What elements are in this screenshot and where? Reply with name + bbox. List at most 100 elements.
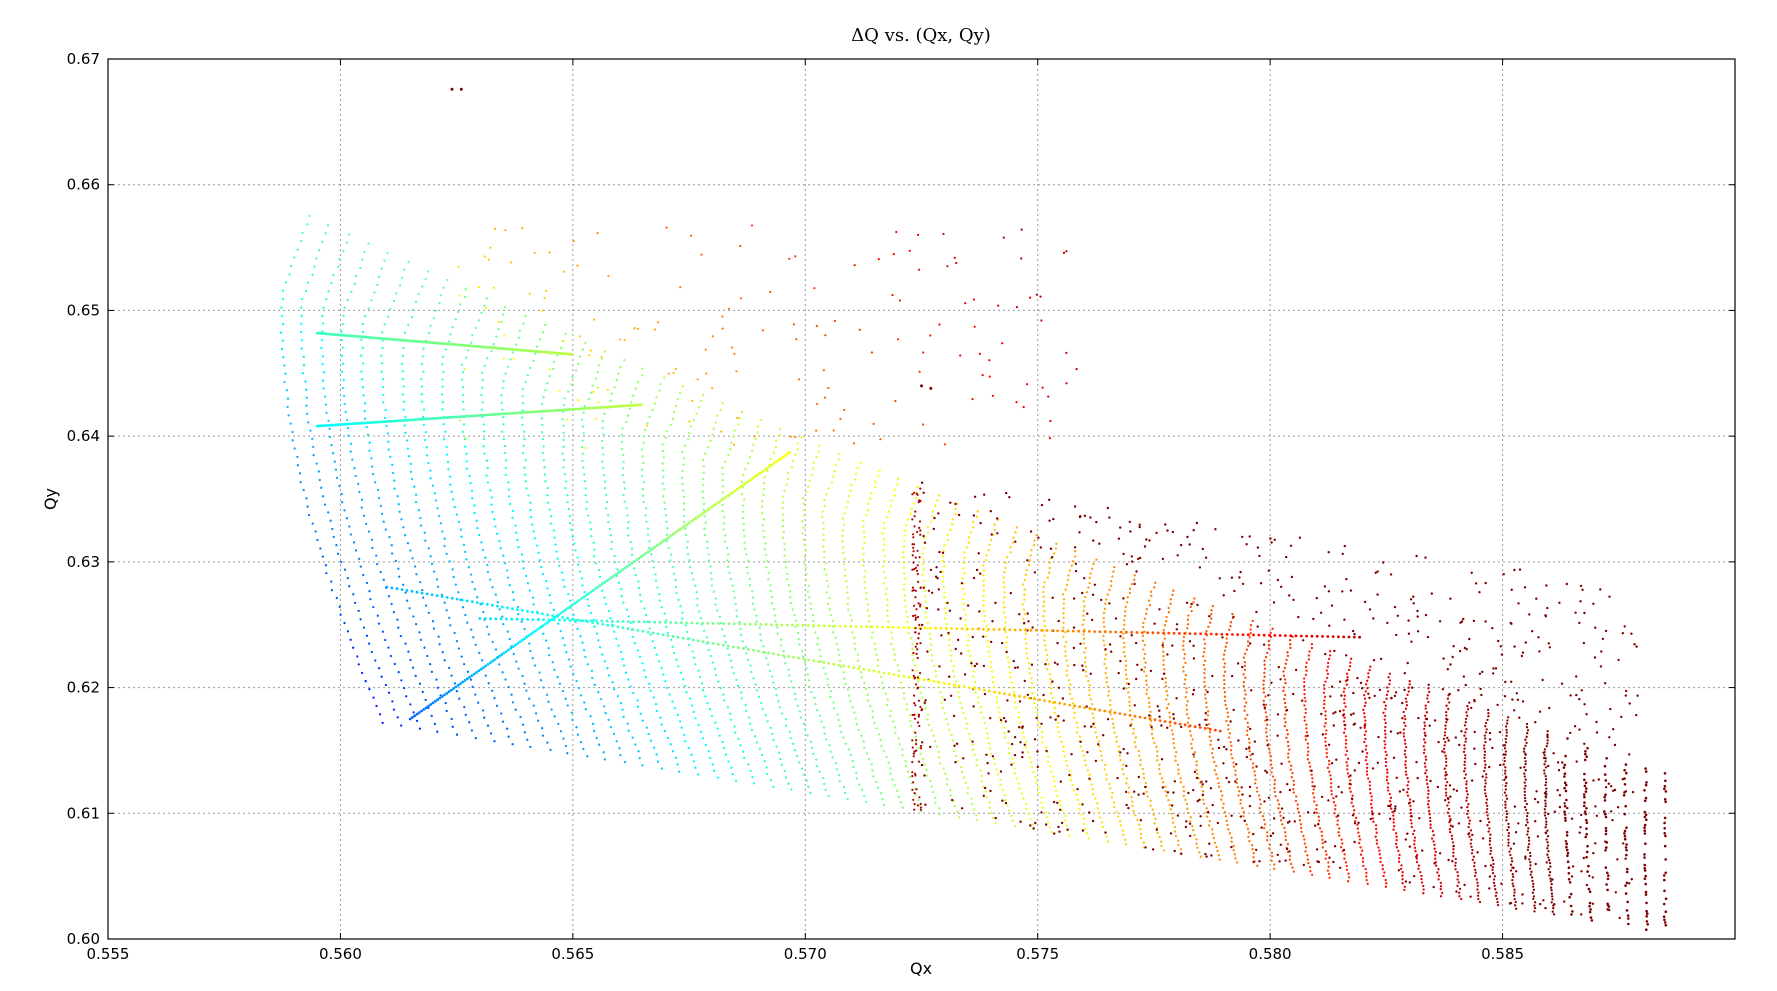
- data-point: [1169, 832, 1173, 835]
- data-point: [1190, 609, 1193, 613]
- data-point: [1105, 667, 1108, 670]
- data-point: [289, 422, 292, 425]
- data-point: [1021, 603, 1024, 606]
- data-point: [1287, 744, 1290, 748]
- data-point: [1344, 739, 1348, 742]
- data-point: [1274, 795, 1277, 798]
- data-point: [806, 590, 810, 593]
- data-point: [1004, 720, 1008, 723]
- data-point: [387, 646, 390, 649]
- data-point: [938, 807, 941, 810]
- data-point: [1388, 800, 1392, 803]
- data-point: [694, 584, 697, 587]
- data-point: [1117, 745, 1120, 748]
- data-point: [1103, 625, 1106, 628]
- data-point: [481, 386, 484, 389]
- data-point: [1124, 659, 1128, 662]
- data-point: [572, 672, 575, 676]
- data-point: [1226, 823, 1229, 827]
- data-point: [586, 598, 589, 601]
- data-point: [1500, 653, 1504, 656]
- data-point: [838, 774, 841, 777]
- data-point: [328, 427, 331, 430]
- data-point: [896, 483, 899, 486]
- data-point: [701, 490, 704, 493]
- data-point: [1246, 729, 1249, 732]
- data-point: [613, 630, 616, 633]
- data-point: [673, 707, 676, 710]
- data-point: [1085, 832, 1089, 835]
- data-point: [985, 554, 988, 557]
- data-point: [1404, 724, 1407, 728]
- data-point: [601, 460, 604, 463]
- data-point: [520, 620, 523, 623]
- data-point: [968, 732, 971, 736]
- data-point: [1205, 718, 1209, 721]
- data-point: [441, 385, 444, 388]
- data-point: [772, 785, 775, 788]
- data-point: [967, 541, 970, 544]
- data-point: [823, 556, 826, 559]
- data-point: [596, 371, 599, 374]
- data-point: [846, 602, 849, 606]
- data-point: [1447, 707, 1450, 711]
- data-point: [1427, 799, 1430, 803]
- data-point: [300, 314, 303, 317]
- data-point: [1345, 654, 1348, 657]
- data-point: [1363, 600, 1367, 604]
- data-point: [1471, 833, 1474, 837]
- data-point: [1279, 819, 1283, 822]
- data-point: [1415, 857, 1418, 860]
- data-point: [506, 569, 509, 572]
- data-point: [746, 559, 750, 562]
- data-point: [1248, 535, 1251, 538]
- data-point: [562, 424, 565, 427]
- data-point: [1031, 626, 1034, 629]
- data-point: [464, 550, 467, 554]
- data-point: [970, 664, 973, 668]
- data-point: [841, 517, 845, 520]
- data-point: [1102, 616, 1105, 620]
- data-point: [1612, 789, 1615, 792]
- data-point: [319, 547, 322, 550]
- data-point: [1021, 583, 1025, 586]
- data-point: [1505, 782, 1508, 785]
- data-point: [1081, 623, 1085, 626]
- data-point: [454, 583, 458, 586]
- data-point: [704, 521, 707, 524]
- data-point: [1534, 721, 1537, 724]
- data-point: [371, 546, 374, 550]
- data-point: [863, 580, 866, 584]
- data-point: [1394, 842, 1398, 846]
- data-point: [1164, 676, 1167, 680]
- data-point: [1407, 690, 1410, 693]
- data-point: [1138, 523, 1141, 526]
- data-point: [1643, 867, 1646, 870]
- data-point: [480, 311, 483, 314]
- data-point: [1464, 731, 1467, 734]
- data-point: [769, 779, 773, 782]
- data-point: [1123, 646, 1126, 649]
- data-point: [422, 423, 426, 427]
- data-point: [1407, 787, 1410, 791]
- data-point: [1513, 709, 1516, 712]
- data-point: [1392, 814, 1395, 817]
- data-point: [584, 655, 587, 659]
- data-point: [1165, 690, 1168, 693]
- data-point: [932, 527, 935, 531]
- data-point: [552, 367, 555, 371]
- data-point: [441, 651, 444, 654]
- data-point: [1368, 788, 1372, 791]
- data-point: [627, 534, 630, 537]
- data-point: [672, 565, 675, 569]
- data-point: [1583, 611, 1586, 615]
- data-point: [1545, 820, 1548, 823]
- data-point: [1017, 782, 1020, 785]
- data-point: [578, 355, 582, 358]
- data-point: [1271, 775, 1275, 778]
- data-point: [1043, 639, 1046, 642]
- data-point: [414, 500, 418, 504]
- data-point: [755, 689, 759, 692]
- data-point: [841, 540, 844, 543]
- data-point: [934, 740, 937, 743]
